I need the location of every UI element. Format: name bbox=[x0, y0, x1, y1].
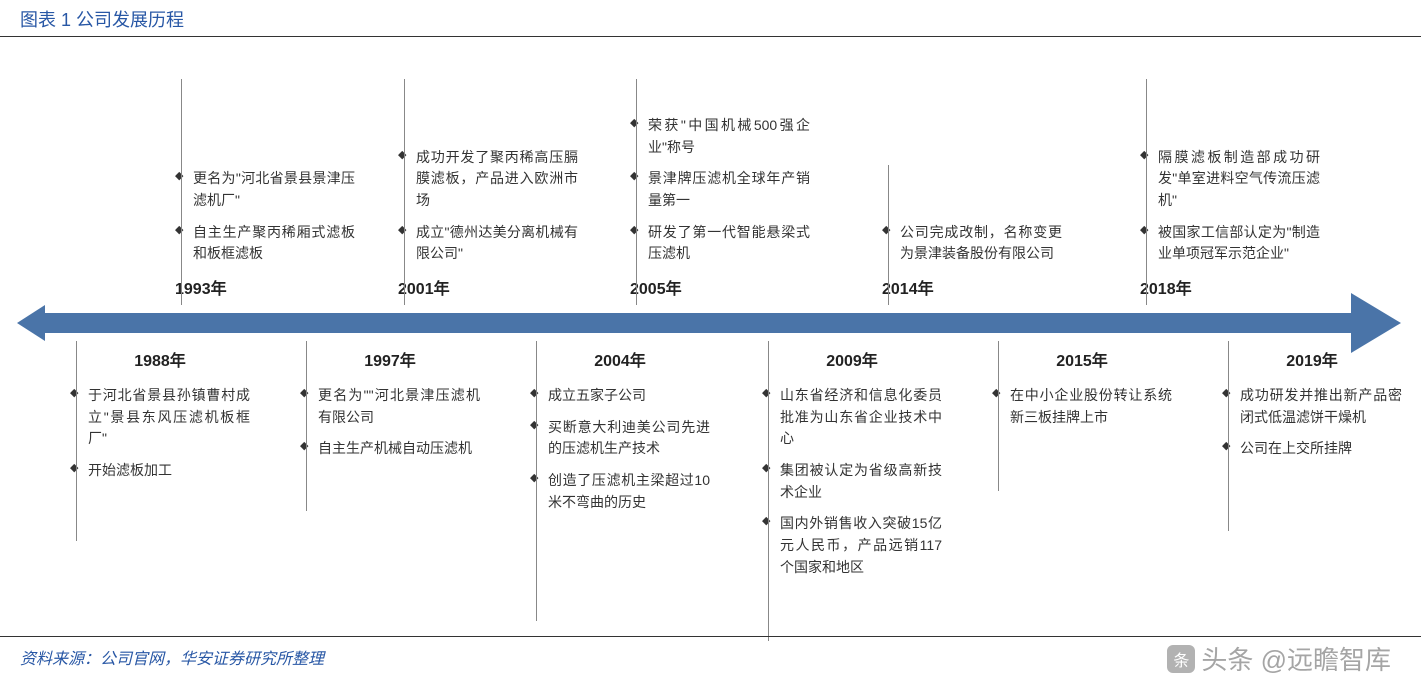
timeline-event: 更名为"河北省景县景津压滤机厂" 自主生产聚丙稀厢式滤板和板框滤板 1993年 bbox=[175, 168, 355, 305]
timeline-top-row: 更名为"河北省景县景津压滤机厂" 自主生产聚丙稀厢式滤板和板框滤板 1993年 成功开… bbox=[0, 77, 1421, 305]
arrow-body bbox=[35, 313, 1351, 333]
timeline-tick bbox=[1146, 79, 1147, 305]
timeline-tick bbox=[536, 341, 537, 621]
timeline-tick bbox=[76, 341, 77, 541]
event-bullet: 公司完成改制，名称变更为景津装备股份有限公司 bbox=[882, 222, 1062, 265]
event-year: 2005年 bbox=[630, 275, 810, 299]
event-bullet: 山东省经济和信息化委员批准为山东省企业技术中心 bbox=[762, 385, 942, 450]
watermark-text: 头条 @远瞻智库 bbox=[1201, 640, 1391, 677]
timeline-arrow bbox=[35, 305, 1391, 341]
event-year: 2009年 bbox=[762, 347, 942, 371]
event-bullet: 更名为""河北景津压滤机有限公司 bbox=[300, 385, 480, 428]
event-bullets: 成功开发了聚丙稀高压膈膜滤板，产品进入欧洲市场成立"德州达美分离机械有限公司" bbox=[398, 147, 578, 265]
event-year: 1997年 bbox=[300, 347, 480, 371]
timeline-event: 荣获"中国机械500强企业"称号景津牌压滤机全球年产销量第一研发了第一代智能悬梁… bbox=[630, 115, 810, 305]
timeline-tick bbox=[998, 341, 999, 491]
event-year: 2014年 bbox=[882, 275, 1062, 299]
event-year: 2019年 bbox=[1222, 347, 1402, 371]
timeline-tick bbox=[181, 79, 182, 305]
timeline-tick bbox=[404, 79, 405, 305]
event-year: 2004年 bbox=[530, 347, 710, 371]
event-bullets: 于河北省景县孙镇曹村成立"景县东风压滤机板框厂" 开始滤板加工 bbox=[70, 385, 250, 482]
source-text: 资料来源：公司官网，华安证券研究所整理 bbox=[20, 651, 324, 668]
watermark-icon: 条 bbox=[1167, 645, 1195, 673]
event-bullet: 成立"德州达美分离机械有限公司" bbox=[398, 222, 578, 265]
event-bullets: 成立五家子公司买断意大利迪美公司先进的压滤机生产技术创造了压滤机主梁超过10米不… bbox=[530, 385, 710, 513]
timeline-event: 2015年在中小企业股份转让系统新三板挂牌上市 bbox=[992, 341, 1172, 438]
event-bullet: 集团被认定为省级高新技术企业 bbox=[762, 460, 942, 503]
event-bullets: 在中小企业股份转让系统新三板挂牌上市 bbox=[992, 385, 1172, 428]
event-bullet: 成功开发了聚丙稀高压膈膜滤板，产品进入欧洲市场 bbox=[398, 147, 578, 212]
event-year: 1993年 bbox=[175, 275, 355, 299]
event-bullet: 自主生产聚丙稀厢式滤板和板框滤板 bbox=[175, 222, 355, 265]
timeline-tick bbox=[768, 341, 769, 641]
timeline-event: 成功开发了聚丙稀高压膈膜滤板，产品进入欧洲市场成立"德州达美分离机械有限公司" 2… bbox=[398, 147, 578, 305]
timeline-bottom-row: 1988年于河北省景县孙镇曹村成立"景县东风压滤机板框厂" 开始滤板加工 1997年… bbox=[0, 341, 1421, 641]
event-bullets: 荣获"中国机械500强企业"称号景津牌压滤机全球年产销量第一研发了第一代智能悬梁… bbox=[630, 115, 810, 265]
event-bullet: 更名为"河北省景县景津压滤机厂" bbox=[175, 168, 355, 211]
timeline-chart: 更名为"河北省景县景津压滤机厂" 自主生产聚丙稀厢式滤板和板框滤板 1993年 成功开… bbox=[0, 37, 1421, 647]
chart-title: 图表 1 公司发展历程 bbox=[20, 10, 184, 30]
timeline-event: 2019年成功研发并推出新产品密闭式低温滤饼干燥机公司在上交所挂牌 bbox=[1222, 341, 1402, 470]
event-bullet: 被国家工信部认定为"制造业单项冠军示范企业" bbox=[1140, 222, 1320, 265]
event-year: 2018年 bbox=[1140, 275, 1320, 299]
event-bullet: 自主生产机械自动压滤机 bbox=[300, 438, 480, 460]
event-year: 1988年 bbox=[70, 347, 250, 371]
event-bullet: 景津牌压滤机全球年产销量第一 bbox=[630, 168, 810, 211]
event-bullet: 开始滤板加工 bbox=[70, 460, 250, 482]
timeline-event: 2009年山东省经济和信息化委员批准为山东省企业技术中心集团被认定为省级高新技术… bbox=[762, 341, 942, 589]
timeline-event: 隔膜滤板制造部成功研发"单室进料空气传流压滤机" 被国家工信部认定为"制造业单项冠… bbox=[1140, 147, 1320, 305]
event-bullet: 公司在上交所挂牌 bbox=[1222, 438, 1402, 460]
timeline-event: 2004年成立五家子公司买断意大利迪美公司先进的压滤机生产技术创造了压滤机主梁超… bbox=[530, 341, 710, 523]
chart-title-bar: 图表 1 公司发展历程 bbox=[0, 0, 1421, 37]
event-bullet: 买断意大利迪美公司先进的压滤机生产技术 bbox=[530, 417, 710, 460]
event-year: 2001年 bbox=[398, 275, 578, 299]
event-bullets: 成功研发并推出新产品密闭式低温滤饼干燥机公司在上交所挂牌 bbox=[1222, 385, 1402, 460]
watermark: 条 头条 @远瞻智库 bbox=[1167, 640, 1391, 677]
event-bullets: 公司完成改制，名称变更为景津装备股份有限公司 bbox=[882, 222, 1062, 265]
timeline-event: 1997年更名为""河北景津压滤机有限公司自主生产机械自动压滤机 bbox=[300, 341, 480, 470]
event-bullet: 研发了第一代智能悬梁式压滤机 bbox=[630, 222, 810, 265]
event-bullet: 国内外销售收入突破15亿元人民币，产品远销117个国家和地区 bbox=[762, 513, 942, 578]
event-bullets: 山东省经济和信息化委员批准为山东省企业技术中心集团被认定为省级高新技术企业国内外… bbox=[762, 385, 942, 579]
timeline-tick bbox=[1228, 341, 1229, 531]
timeline-tick bbox=[888, 165, 889, 305]
event-bullet: 成功研发并推出新产品密闭式低温滤饼干燥机 bbox=[1222, 385, 1402, 428]
timeline-event: 公司完成改制，名称变更为景津装备股份有限公司 2014年 bbox=[882, 222, 1062, 305]
event-bullet: 荣获"中国机械500强企业"称号 bbox=[630, 115, 810, 158]
timeline-tick bbox=[306, 341, 307, 511]
timeline-tick bbox=[636, 79, 637, 305]
event-bullet: 成立五家子公司 bbox=[530, 385, 710, 407]
timeline-event: 1988年于河北省景县孙镇曹村成立"景县东风压滤机板框厂" 开始滤板加工 bbox=[70, 341, 250, 492]
event-bullets: 隔膜滤板制造部成功研发"单室进料空气传流压滤机" 被国家工信部认定为"制造业单项冠… bbox=[1140, 147, 1320, 265]
event-bullets: 更名为"河北省景县景津压滤机厂" 自主生产聚丙稀厢式滤板和板框滤板 bbox=[175, 168, 355, 265]
event-bullet: 创造了压滤机主梁超过10米不弯曲的历史 bbox=[530, 470, 710, 513]
event-bullet: 于河北省景县孙镇曹村成立"景县东风压滤机板框厂" bbox=[70, 385, 250, 450]
event-year: 2015年 bbox=[992, 347, 1172, 371]
event-bullet: 在中小企业股份转让系统新三板挂牌上市 bbox=[992, 385, 1172, 428]
event-bullets: 更名为""河北景津压滤机有限公司自主生产机械自动压滤机 bbox=[300, 385, 480, 460]
event-bullet: 隔膜滤板制造部成功研发"单室进料空气传流压滤机" bbox=[1140, 147, 1320, 212]
